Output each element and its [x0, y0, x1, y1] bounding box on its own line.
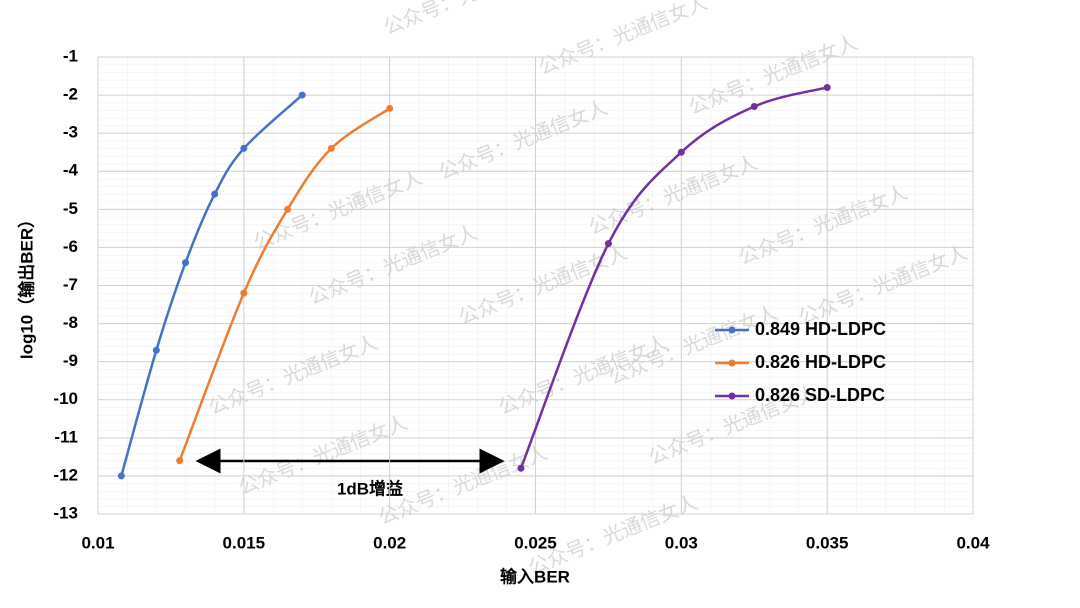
y-tick-label: -9: [63, 351, 78, 370]
x-tick-label: 0.025: [514, 533, 557, 552]
y-tick-label: -8: [63, 313, 78, 332]
x-tick-label: 0.035: [806, 533, 849, 552]
y-tick-label: -6: [63, 237, 78, 256]
point: [284, 205, 292, 213]
y-tick-label: -7: [63, 275, 78, 294]
point: [750, 103, 758, 111]
x-tick-label: 0.04: [956, 533, 990, 552]
y-tick-label: -12: [53, 465, 78, 484]
point: [327, 144, 335, 152]
x-tick-label: 0.03: [665, 533, 698, 552]
legend-label: 0.849 HD-LDPC: [755, 319, 886, 339]
annotation: 1dB增益: [337, 478, 403, 498]
point: [677, 148, 685, 156]
point: [823, 83, 831, 91]
x-axis-title: 输入BER: [500, 566, 570, 586]
series-line: [519, 86, 828, 469]
y-tick-label: -5: [63, 199, 78, 218]
point: [386, 104, 394, 112]
point: [117, 472, 125, 480]
point: [240, 144, 248, 152]
watermark: 公众号：光通信女人: [380, 0, 556, 40]
y-tick-label: -11: [54, 427, 78, 446]
point: [211, 190, 219, 198]
legend-marker: [728, 326, 736, 334]
x-tick-label: 0.02: [373, 533, 406, 552]
legend-marker: [728, 392, 736, 400]
y-tick-label: -2: [63, 85, 78, 104]
y-tick-label: -1: [63, 46, 78, 65]
point: [240, 289, 248, 297]
legend-marker: [728, 359, 736, 367]
y-tick-label: -10: [53, 389, 78, 408]
x-tick-label: 0.015: [223, 533, 266, 552]
y-tick-label: -3: [63, 123, 78, 142]
point: [182, 259, 189, 267]
point: [152, 346, 160, 354]
point: [517, 464, 525, 472]
point: [176, 457, 184, 465]
x-tick-label: 0.01: [81, 533, 114, 552]
y-tick-label: -13: [53, 503, 78, 522]
legend-label: 0.826 SD-LDPC: [755, 385, 885, 405]
legend-label: 0.826 HD-LDPC: [755, 352, 886, 372]
point: [604, 240, 612, 248]
y-axis-title: log10（输出BER）: [16, 211, 36, 359]
series-line: [178, 107, 391, 462]
y-tick-label: -4: [63, 161, 79, 180]
point: [298, 91, 306, 99]
